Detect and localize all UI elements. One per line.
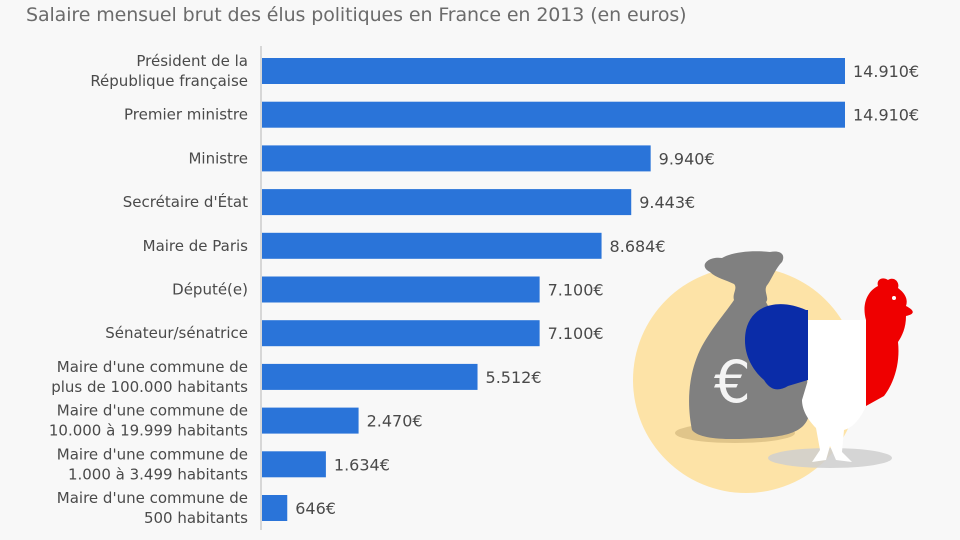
category-label-line: 10.000 à 19.999 habitants	[49, 422, 248, 440]
category-label-line: République française	[90, 72, 248, 90]
value-label-8: 2.470€	[367, 412, 423, 431]
bar-7	[262, 363, 478, 390]
category-label-5: Député(e)	[172, 281, 248, 299]
category-label-8: Maire d'une commune de 10.000 à 19.999 ha…	[49, 402, 248, 440]
value-label-4: 8.684€	[610, 237, 666, 256]
category-label-9: Maire d'une commune de 1.000 à 3.499 habi…	[57, 445, 248, 483]
category-label-line: Maire de Paris	[143, 237, 249, 255]
value-label-6: 7.100€	[548, 324, 604, 343]
chart-title: Salaire mensuel brut des élus politiques…	[26, 4, 687, 26]
money-bag-rooster-icon: €	[633, 251, 913, 493]
euro-icon: €	[714, 348, 751, 416]
category-label-10: Maire d'une commune de 500 habitants	[57, 489, 248, 527]
category-label-line: Secrétaire d'État	[123, 192, 248, 211]
category-label-line: Premier ministre	[124, 106, 248, 124]
bar-10	[262, 495, 288, 521]
category-label-line: Maire d'une commune de	[57, 489, 248, 507]
value-label-5: 7.100€	[548, 281, 604, 300]
value-label-7: 5.512€	[486, 368, 542, 387]
bar-0	[262, 58, 845, 84]
category-label-line: Député(e)	[172, 281, 248, 299]
value-label-2: 9.940€	[659, 149, 715, 168]
value-label-9: 1.634€	[334, 455, 390, 474]
value-label-10: 646€	[295, 499, 336, 518]
bar-2	[262, 145, 651, 172]
category-label-line: Maire d'une commune de	[57, 358, 248, 376]
category-label-line: 1.000 à 3.499 habitants	[68, 465, 248, 483]
bar-4	[262, 232, 602, 259]
value-label-3: 9.443€	[639, 193, 695, 212]
rooster-tail-blue	[744, 304, 808, 390]
category-label-line: Président de la	[136, 52, 248, 70]
category-label-line: Maire d'une commune de	[57, 402, 248, 420]
bar-5	[262, 276, 540, 303]
bar-1	[262, 101, 845, 128]
category-label-2: Ministre	[188, 149, 248, 167]
bar-9	[262, 451, 326, 478]
category-label-4: Maire de Paris	[143, 237, 249, 255]
category-label-7: Maire d'une commune de plus de 100.000 ha…	[51, 358, 248, 396]
value-label-1: 14.910€	[853, 106, 919, 125]
rooster-eye	[892, 296, 896, 300]
rooster-body-white	[802, 320, 866, 462]
category-label-1: Premier ministre	[124, 106, 248, 124]
category-label-line: plus de 100.000 habitants	[51, 378, 248, 396]
bar-6	[262, 320, 540, 347]
category-label-line: Maire d'une commune de	[57, 445, 248, 463]
category-label-3: Secrétaire d'État	[123, 192, 248, 211]
rooster-shadow	[768, 448, 892, 468]
bar-8	[262, 407, 359, 434]
rooster-head-red	[864, 278, 913, 406]
category-label-line: Sénateur/sénatrice	[105, 324, 248, 342]
category-label-6: Sénateur/sénatrice	[105, 324, 248, 342]
category-label-0: Président de la République française	[90, 52, 248, 90]
category-label-line: Ministre	[188, 149, 248, 167]
category-label-line: 500 habitants	[144, 509, 248, 527]
bar-3	[262, 189, 632, 216]
value-label-0: 14.910€	[853, 62, 919, 81]
